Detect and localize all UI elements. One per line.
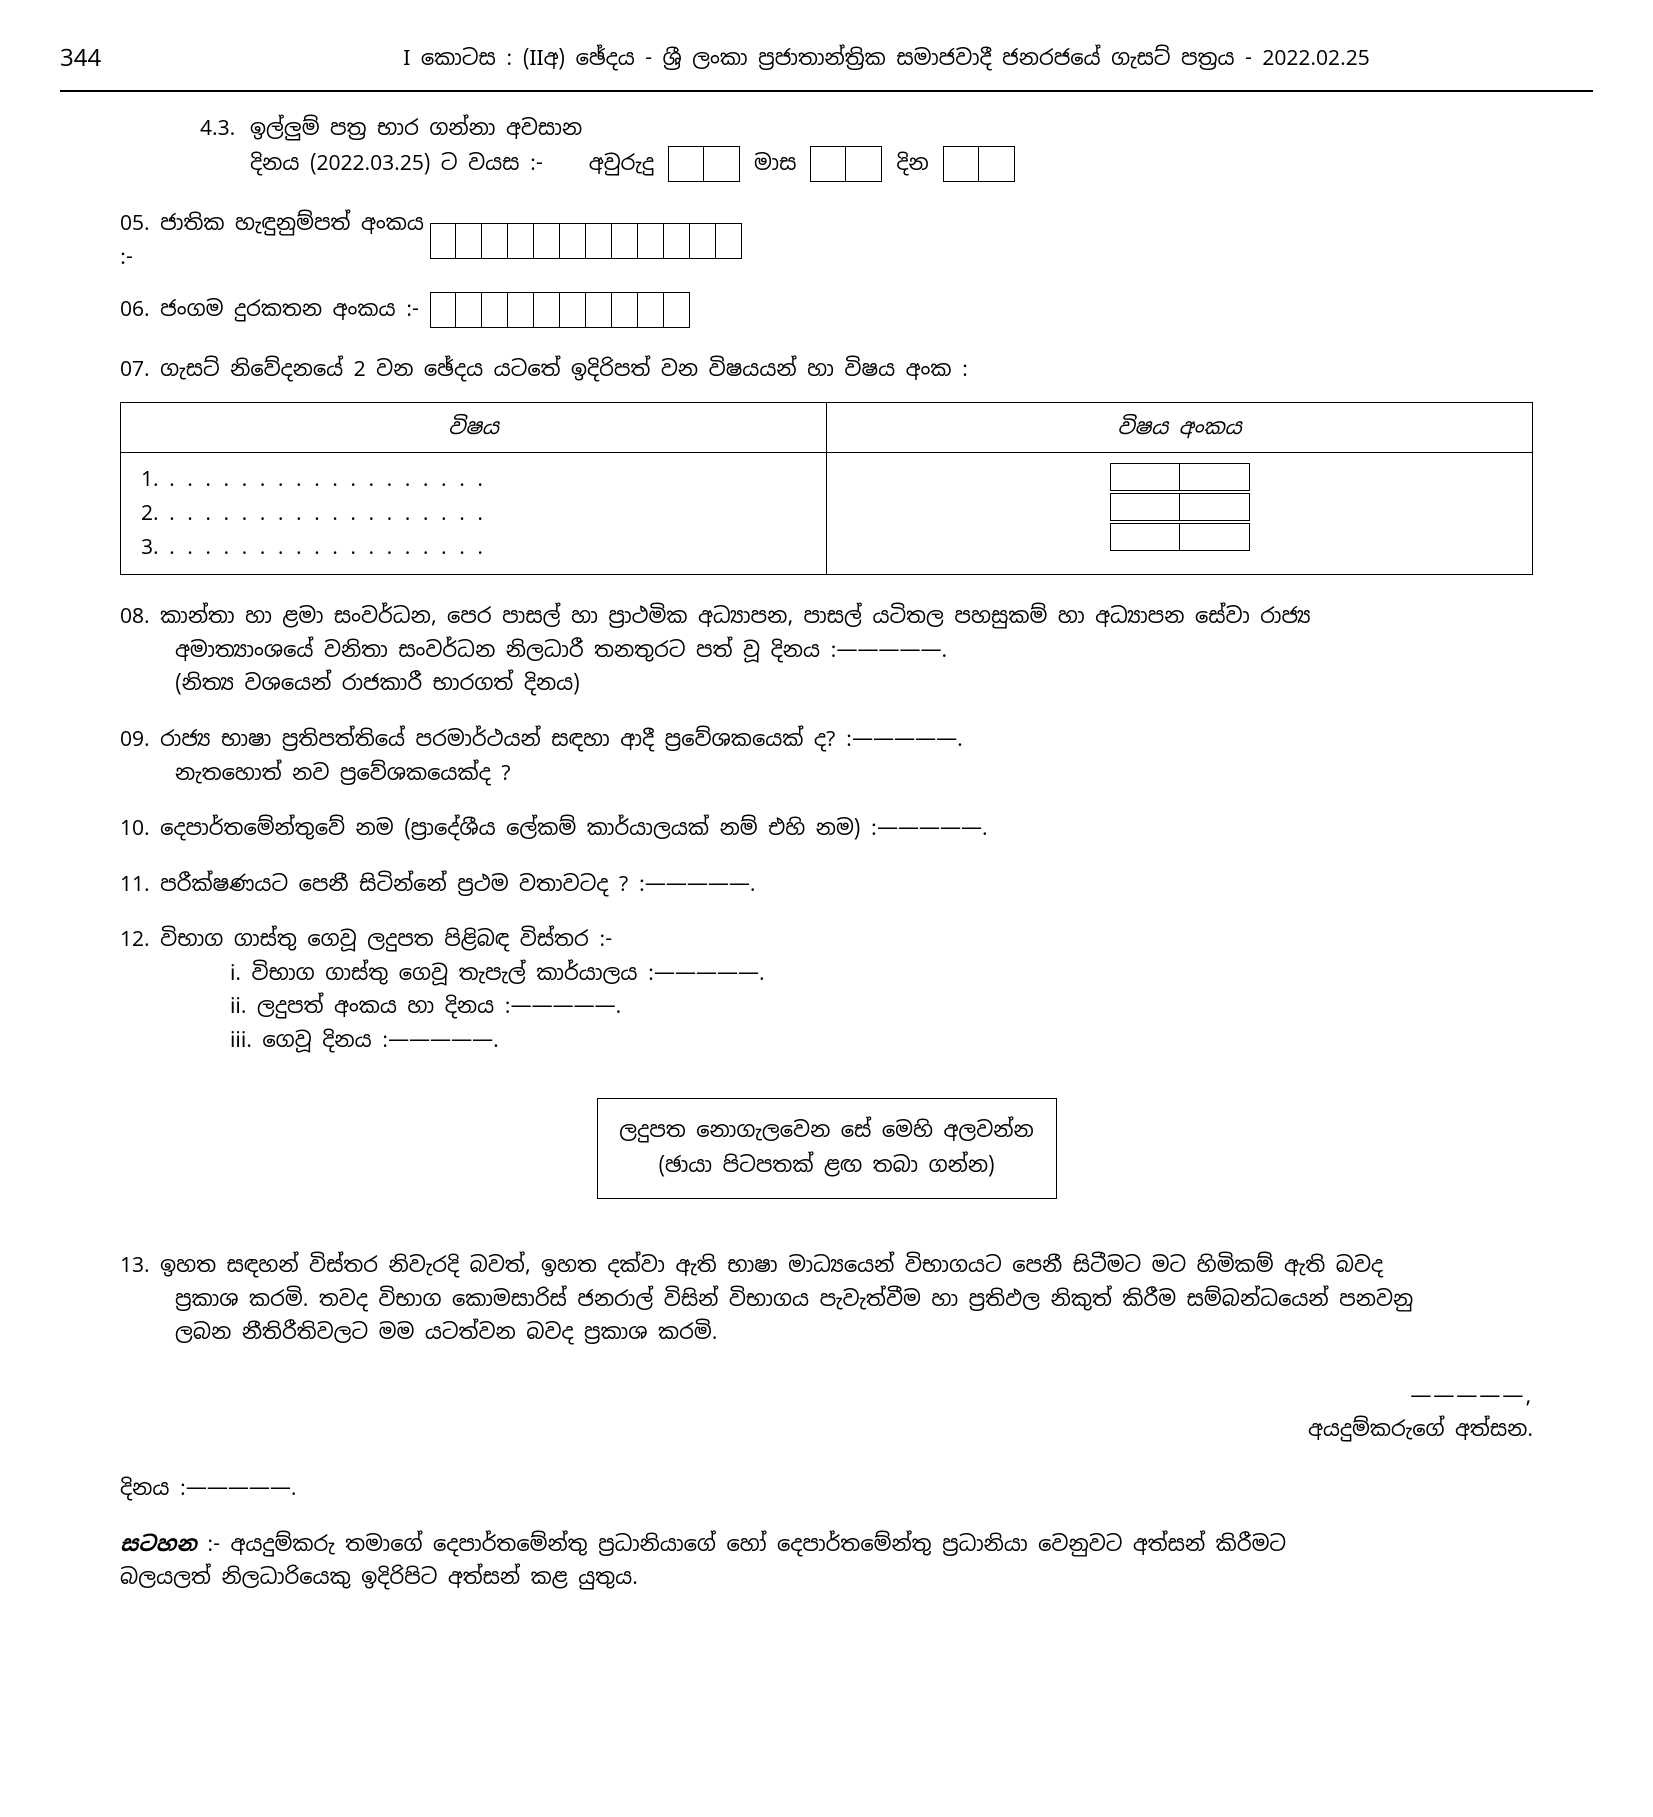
- q13-line1: 13. ඉහත සඳහන් විස්තර නිවැරදි බවත්, ඉහත ද…: [120, 1249, 1533, 1283]
- question-06: 06. ජංගම දුරකතන අංකය :-: [120, 292, 1533, 328]
- date-field[interactable]: දිනය :—————.: [120, 1472, 1533, 1506]
- receipt-line2: (ඡායා පිටපතක් ළඟ තබා ගන්න): [608, 1148, 1046, 1184]
- label-years: අවුරුදු: [589, 147, 654, 181]
- subject-table: විෂය විෂය අංකය 1. 2. 3.: [120, 402, 1533, 575]
- question-07: 07. ගැසට් නිවේදනයේ 2 වන ඡේදය යටතේ ඉදිරිප…: [120, 353, 1533, 575]
- table-header-subject-no: විෂය අංකය: [827, 402, 1533, 453]
- table-header-subject: විෂය: [121, 402, 827, 453]
- q43-line2: දිනය (2022.03.25) ට වයස :-: [250, 147, 543, 181]
- q10-text: 10. දෙපාර්තමේන්තුවේ නම (ප්‍රාදේශීය ලේකම්…: [120, 815, 988, 842]
- receipt-line1: ලදුපත නොගැලවෙන සේ මෙහි අලවන්න: [608, 1113, 1046, 1149]
- subject-row-1: 1.: [141, 466, 159, 493]
- q13-line3: ලබන නීතිරීතිවලට මම යටත්වන බවද ප්‍රකාශ කර…: [120, 1316, 1533, 1350]
- months-input[interactable]: [810, 146, 882, 182]
- nic-input[interactable]: [430, 223, 742, 259]
- q11-text: 11. පරීක්ෂණයට පෙනී සිටින්නේ ප්‍රථම වතාවට…: [120, 871, 756, 898]
- q09-line1: 09. රාජ්‍ය භාෂා ප්‍රතිපත්තියේ පරමාර්ථයන්…: [120, 723, 1533, 757]
- subject-row-2: 2.: [141, 500, 159, 527]
- years-input[interactable]: [668, 146, 740, 182]
- q12-i: i. විභාග ගාස්තු ගෙවූ තැපැල් කාර්යාලය :——…: [120, 957, 1533, 991]
- question-13: 13. ඉහත සඳහන් විස්තර නිවැරදි බවත්, ඉහත ද…: [120, 1249, 1533, 1350]
- q08-line1: 08. කාන්තා හා ළමා සංවර්ධන, පෙර පාසල් හා …: [120, 600, 1533, 634]
- q07-text: 07. ගැසට් නිවේදනයේ 2 වන ඡේදය යටතේ ඉදිරිප…: [120, 353, 1533, 387]
- question-08: 08. කාන්තා හා ළමා සංවර්ධන, පෙර පාසල් හා …: [120, 600, 1533, 701]
- label-months: මාස: [754, 147, 796, 181]
- signature-line[interactable]: —————,: [120, 1380, 1533, 1414]
- question-05: 05. ජාතික හැඳුනුම්පත් අංකය :-: [120, 207, 1533, 274]
- question-12: 12. විභාග ගාස්තු ගෙවූ ලදුපත පිළිබඳ විස්ත…: [120, 923, 1533, 1057]
- question-4-3: 4.3. ඉල්ලුම් පත්‍ර භාර ගන්නා අවසාන දිනය …: [120, 112, 1533, 182]
- q12-iii: iii. ගෙවූ දිනය :—————.: [120, 1024, 1533, 1058]
- receipt-paste-area[interactable]: ලදුපත නොගැලවෙන සේ මෙහි අලවන්න (ඡායා පිටප…: [597, 1098, 1057, 1199]
- note-line1: :- අයදුම්කරු තමාගේ දෙපාර්තමේන්තු ප්‍රධාන…: [197, 1531, 1286, 1558]
- q05-label: 05. ජාතික හැඳුනුම්පත් අංකය :-: [120, 207, 430, 274]
- subject-row-3: 3.: [141, 534, 159, 561]
- q43-line1: ඉල්ලුම් පත්‍ර භාර ගන්නා අවසාන: [250, 112, 1533, 146]
- page-number: 344: [60, 40, 180, 78]
- note-label: සටහන: [120, 1531, 197, 1558]
- q08-line2: අමාත්‍යාංශයේ වනිතා සංවර්ධන නිලධාරී තනතුර…: [120, 634, 1533, 668]
- label-days: දින: [896, 147, 928, 181]
- subject-code-cell[interactable]: [827, 453, 1533, 575]
- signature-label: අයදුම්කරුගේ අත්සන.: [120, 1413, 1533, 1447]
- header-title: I කොටස : (IIඅ) ඡේදය - ශ්‍රී ලංකා ප්‍රජාත…: [180, 42, 1593, 76]
- q08-line3: (නිත්‍ය වශයෙන් රාජකාරී භාරගත් දිනය): [120, 667, 1533, 701]
- signature-block: —————, අයදුම්කරුගේ අත්සන.: [120, 1380, 1533, 1447]
- question-10: 10. දෙපාර්තමේන්තුවේ නම (ප්‍රාදේශීය ලේකම්…: [120, 812, 1533, 846]
- mobile-input[interactable]: [430, 292, 690, 328]
- question-11: 11. පරීක්ෂණයට පෙනී සිටින්නේ ප්‍රථම වතාවට…: [120, 868, 1533, 902]
- note-line2: බලයලත් නිලධාරියෙකු ඉදිරිපිට අත්සන් කළ යු…: [120, 1561, 1533, 1595]
- q43-number: 4.3.: [200, 112, 250, 146]
- days-input[interactable]: [943, 146, 1015, 182]
- q13-line2: ප්‍රකාශ කරමි. තවද විභාග කොමසාරිස් ජනරාල්…: [120, 1283, 1533, 1317]
- q09-line2: නැතහොත් නව ප්‍රවේශකයෙක්ද ?: [120, 757, 1533, 791]
- subject-cell[interactable]: 1. 2. 3.: [121, 453, 827, 575]
- note-block: සටහන :- අයදුම්කරු තමාගේ දෙපාර්තමේන්තු ප්…: [120, 1528, 1533, 1595]
- q12-text: 12. විභාග ගාස්තු ගෙවූ ලදුපත පිළිබඳ විස්ත…: [120, 923, 1533, 957]
- q12-ii: ii. ලදුපත් අංකය හා දිනය :—————.: [120, 990, 1533, 1024]
- q06-label: 06. ජංගම දුරකතන අංකය :-: [120, 293, 430, 327]
- question-09: 09. රාජ්‍ය භාෂා ප්‍රතිපත්තියේ පරමාර්ථයන්…: [120, 723, 1533, 790]
